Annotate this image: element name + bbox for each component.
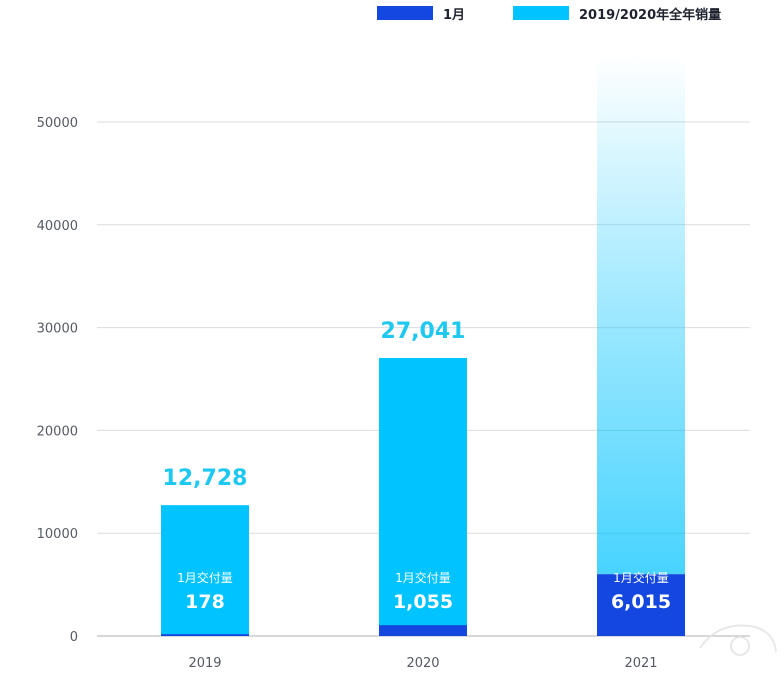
bar-jan-2020	[379, 625, 467, 636]
jan-value-2020: 1,055	[393, 591, 453, 613]
y-tick-label: 20000	[37, 424, 78, 439]
x-tick-label-2019: 2019	[188, 656, 221, 671]
x-tick-label-2020: 2020	[406, 656, 439, 671]
jan-caption-2021: 1月交付量	[613, 570, 669, 585]
legend-label-annual: 2019/2020年全年销量	[579, 7, 721, 23]
y-axis-ticks: 0 10000 20000 30000 40000 50000	[37, 116, 78, 645]
legend-swatch-jan	[377, 6, 433, 20]
jan-caption-2020: 1月交付量	[395, 570, 451, 585]
y-tick-label: 30000	[37, 322, 78, 337]
jan-value-2019: 178	[185, 591, 225, 613]
legend-swatch-annual	[513, 6, 569, 20]
watermark-logo	[699, 624, 777, 656]
bar-jan-2019	[161, 634, 249, 636]
total-label-2019: 12,728	[163, 466, 248, 491]
legend-label-jan: 1月	[443, 8, 465, 23]
y-tick-label: 40000	[37, 219, 78, 234]
y-tick-label: 0	[70, 630, 78, 645]
y-tick-label: 10000	[37, 527, 78, 542]
bar-projection-2021	[597, 55, 685, 575]
legend: 1月 2019/2020年全年销量	[377, 6, 721, 23]
total-label-2020: 27,041	[381, 319, 466, 344]
bar-annual-2019	[161, 505, 249, 636]
x-tick-label-2021: 2021	[624, 656, 657, 671]
bars	[161, 55, 685, 636]
jan-caption-2019: 1月交付量	[177, 570, 233, 585]
jan-value-2021: 6,015	[611, 591, 671, 613]
y-tick-label: 50000	[37, 116, 78, 131]
bar-annual-2020	[379, 358, 467, 636]
bar-labels: 12,728 27,041 1月交付量 1月交付量 1月交付量 178 1,05…	[163, 319, 672, 671]
bar-jan-2021	[597, 574, 685, 636]
